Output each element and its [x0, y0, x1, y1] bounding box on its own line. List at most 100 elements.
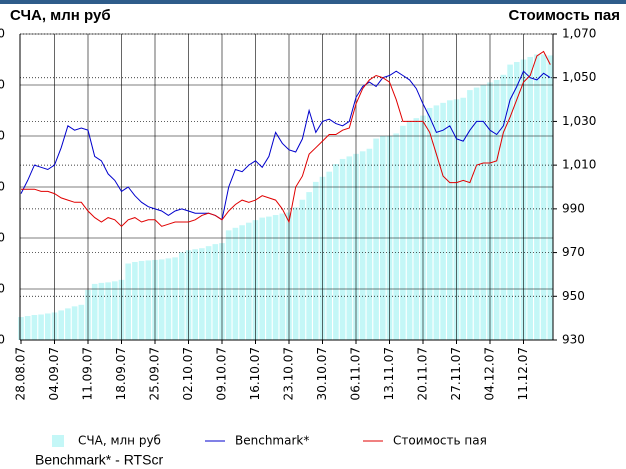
y-tick-label: 0	[0, 333, 5, 347]
y2-tick-label: 1,030	[562, 114, 596, 128]
x-tick-label: 16.10.07	[248, 347, 262, 400]
x-tick-label: 09.10.07	[215, 347, 229, 400]
x-tick-label: 11.09.07	[81, 347, 95, 400]
legend-label: СЧА, млн руб	[78, 434, 161, 448]
bar	[58, 310, 64, 340]
bar	[192, 249, 198, 340]
top-band	[0, 0, 626, 4]
y-tick-label: 0	[0, 27, 5, 41]
bar	[179, 252, 185, 340]
bar	[205, 246, 212, 340]
x-tick-label: 11.12.07	[516, 347, 530, 400]
legend-label: Стоимость пая	[393, 434, 487, 448]
bar	[239, 225, 245, 340]
y-tick-label: 0	[0, 282, 5, 296]
footnote: Benchmark* - RTScr	[35, 452, 163, 468]
y-tick-label: 0	[0, 78, 5, 92]
bar	[78, 304, 85, 340]
bar	[24, 316, 31, 340]
bar	[540, 54, 547, 341]
bar	[480, 85, 487, 340]
bar	[326, 171, 332, 340]
bar	[45, 313, 51, 340]
bar	[38, 314, 44, 340]
bar	[212, 244, 219, 340]
bar	[413, 118, 420, 341]
bar	[500, 74, 507, 341]
x-tick-label: 20.11.07	[416, 347, 430, 400]
bar	[507, 64, 513, 340]
bar	[232, 227, 239, 340]
bar	[165, 258, 172, 340]
bar	[333, 164, 339, 340]
bar	[158, 259, 165, 340]
x-tick-label: 28.08.07	[14, 347, 28, 400]
bar	[98, 282, 105, 340]
line-series	[20, 70, 551, 221]
bar	[91, 283, 98, 340]
y2-tick-label: 1,050	[562, 70, 596, 84]
bar	[65, 308, 71, 340]
bar	[306, 192, 312, 340]
legend-swatch	[52, 435, 64, 447]
x-tick-label: 04.12.07	[483, 347, 497, 400]
bar	[259, 217, 265, 340]
bar	[266, 216, 272, 340]
bar	[393, 133, 399, 340]
line-series	[21, 50, 551, 227]
bar	[534, 54, 540, 341]
x-tick-label: 02.10.07	[181, 347, 195, 400]
bar	[447, 100, 453, 340]
bar	[246, 222, 252, 340]
bar	[473, 87, 480, 340]
bar	[199, 248, 205, 340]
bar	[279, 213, 286, 340]
y2-tick-label: 930	[562, 333, 585, 347]
y-tick-label: 0	[0, 231, 5, 245]
bar	[172, 257, 178, 340]
bar	[433, 105, 440, 341]
y2-title: Стоимость пая	[509, 7, 620, 24]
bar	[406, 120, 413, 340]
y2-tick-label: 970	[562, 245, 585, 259]
y2-tick-label: 1,010	[562, 158, 596, 172]
bar	[145, 260, 152, 340]
legend-label: Benchmark*	[235, 434, 309, 448]
bar	[18, 317, 24, 340]
bar	[299, 199, 306, 340]
bar	[467, 90, 473, 340]
x-tick-label: 25.09.07	[148, 347, 162, 400]
bar	[527, 56, 533, 340]
bar	[366, 148, 373, 340]
x-tick-label: 04.09.07	[47, 347, 61, 400]
bar	[547, 55, 554, 341]
x-tick-label: 06.11.07	[349, 347, 363, 400]
bar	[272, 215, 279, 340]
bar	[132, 261, 138, 340]
chart-title: СЧА, млн руб	[10, 7, 111, 24]
bar	[225, 230, 232, 340]
x-tick-label: 23.10.07	[282, 347, 296, 400]
bar	[426, 107, 433, 340]
bar	[359, 151, 366, 340]
bar	[105, 282, 111, 340]
bar	[138, 260, 145, 340]
x-tick-label: 30.10.07	[315, 347, 329, 400]
y-tick-label: 0	[0, 129, 5, 143]
x-tick-label: 13.11.07	[382, 347, 396, 400]
y2-tick-label: 1,070	[562, 27, 596, 41]
y2-tick-label: 950	[562, 289, 585, 303]
bar	[440, 102, 446, 340]
x-tick-label: 27.11.07	[449, 347, 463, 400]
bar	[400, 125, 406, 340]
y-tick-label: 0	[0, 180, 5, 194]
bar	[373, 138, 379, 340]
bar	[493, 79, 500, 341]
bar	[292, 207, 299, 340]
bar	[460, 97, 466, 340]
x-tick-label: 18.09.07	[114, 347, 128, 400]
bar	[125, 263, 131, 340]
y2-tick-label: 990	[562, 201, 585, 215]
bar	[31, 315, 38, 340]
